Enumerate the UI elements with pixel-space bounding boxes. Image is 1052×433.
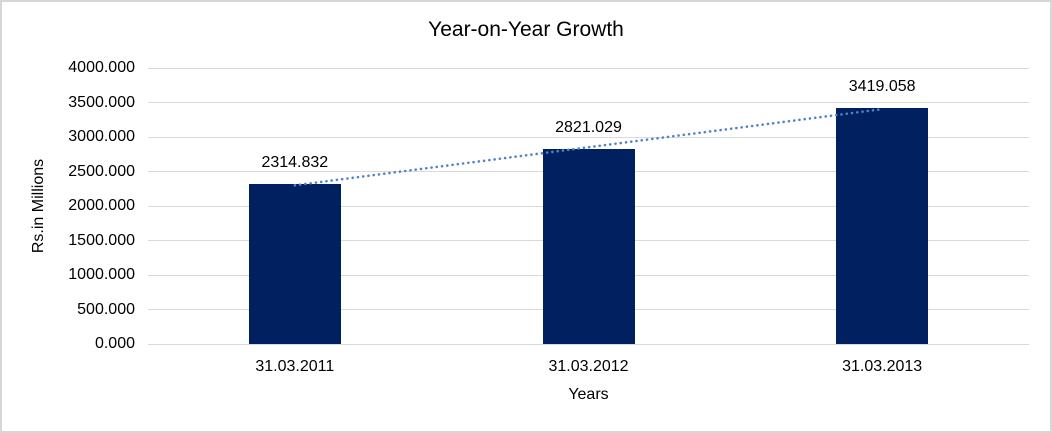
y-axis-tick-label: 3500.000 xyxy=(68,93,135,111)
y-axis-tick-label: 2500.000 xyxy=(68,162,135,180)
x-axis-tick-label: 31.03.2013 xyxy=(842,358,923,375)
bar xyxy=(248,184,341,344)
plot-area: 2314.832 2821.029 3419.058 xyxy=(148,67,1029,345)
x-axis-title: Years xyxy=(568,386,609,403)
y-axis-tick-label: 1500.000 xyxy=(68,231,135,249)
bar xyxy=(836,108,929,344)
trendline xyxy=(293,107,884,187)
x-axis-tick-label: 31.03.2012 xyxy=(548,358,629,375)
y-axis-tick-label: 4000.000 xyxy=(68,59,135,76)
y-axis-tick-label: 1000.000 xyxy=(68,266,135,283)
y-axis-tick-label: 0.000 xyxy=(94,335,135,352)
bar xyxy=(542,149,635,344)
gridline xyxy=(148,67,1029,69)
y-axis-tick-label: 3000.000 xyxy=(68,128,135,145)
y-axis-tick-label: 2000.000 xyxy=(68,197,135,214)
bar-value-label: 2314.832 xyxy=(261,154,329,172)
gridline xyxy=(148,102,1029,103)
trendline-svg xyxy=(293,107,884,187)
bar-value-label: 2821.029 xyxy=(555,119,622,137)
chart-title: Year-on-Year Growth xyxy=(428,18,624,41)
gridline xyxy=(148,343,1029,345)
x-axis-tick-label: 31.03.2011 xyxy=(255,358,335,375)
bar-value-label: 3419.058 xyxy=(848,78,916,96)
y-axis-tick-label: 500.000 xyxy=(77,300,135,318)
gridline xyxy=(148,136,1029,138)
